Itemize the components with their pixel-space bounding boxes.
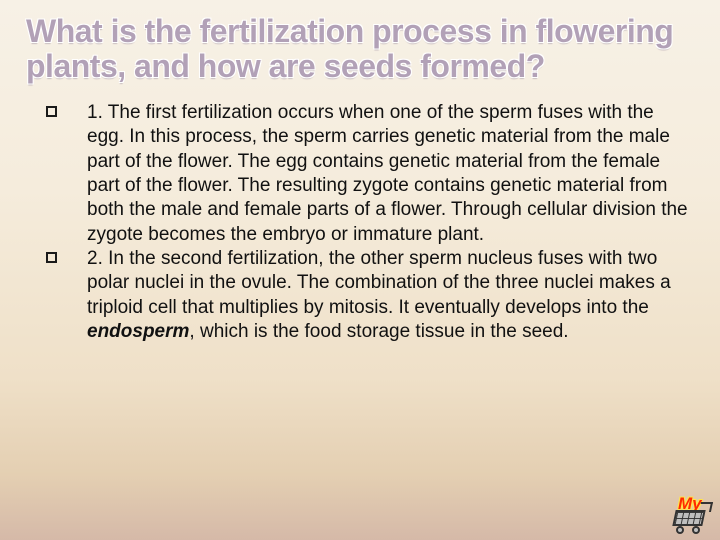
square-bullet-icon — [46, 252, 57, 263]
slide-container: What is the fertilization process in flo… — [0, 0, 720, 344]
brand-logo: My — [668, 496, 716, 536]
bullet-prefix: 2. In the second fertilization, the othe… — [87, 248, 671, 318]
slide-title: What is the fertilization process in flo… — [26, 14, 694, 83]
bullet-text: 1. The first fertilization occurs when o… — [87, 101, 694, 247]
bullet-suffix: , which is the food storage tissue in th… — [189, 321, 568, 342]
bullet-prefix: 1. The first fertilization occurs when o… — [87, 102, 688, 245]
list-item: 1. The first fertilization occurs when o… — [46, 101, 694, 247]
square-bullet-icon — [46, 106, 57, 117]
bullet-text: 2. In the second fertilization, the othe… — [87, 247, 694, 344]
list-item: 2. In the second fertilization, the othe… — [46, 247, 694, 344]
bullet-list: 1. The first fertilization occurs when o… — [26, 101, 694, 344]
bullet-emphasis: endosperm — [87, 321, 189, 342]
